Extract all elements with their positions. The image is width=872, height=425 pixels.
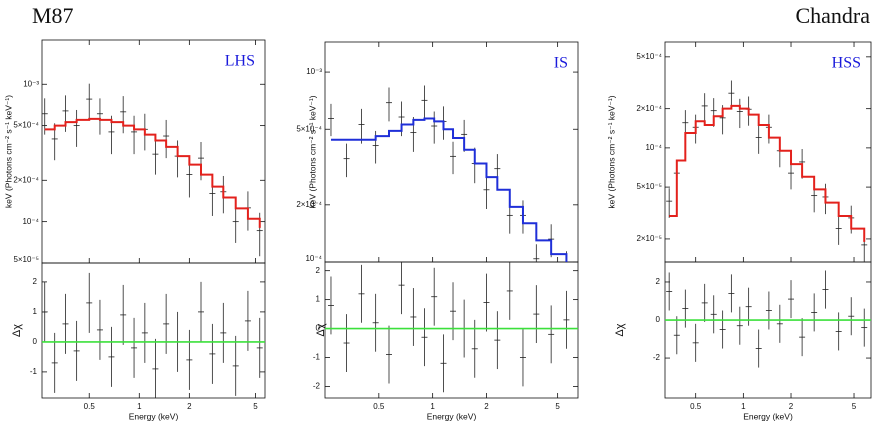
- x-axis-label: Energy (keV): [129, 411, 179, 421]
- residual-tick-label: 0: [33, 337, 38, 346]
- residual-axis-label: Δχ: [614, 323, 626, 336]
- x-tick-label: 1: [741, 402, 746, 411]
- y-tick-label: 5×10⁻⁴: [13, 121, 39, 130]
- residual-tick-label: 0: [316, 324, 321, 333]
- instrument-label: Chandra: [795, 3, 870, 28]
- y-axis-label: keV (Photons cm⁻² s⁻¹ keV⁻¹): [3, 95, 13, 208]
- residual-tick-label: 1: [33, 307, 38, 316]
- residual-tick-label: 2: [33, 277, 38, 286]
- y-tick-label: 2×10⁻⁴: [13, 175, 39, 184]
- panel-title: LHS: [225, 53, 255, 70]
- y-axis-label: keV (Photons cm⁻² s⁻¹ keV⁻¹): [307, 95, 317, 208]
- y-tick-label: 5×10⁻⁵: [636, 182, 662, 191]
- x-tick-label: 5: [253, 402, 258, 411]
- residual-frame: [41, 262, 266, 399]
- y-tick-label: 10⁻³: [23, 79, 39, 88]
- residual-tick-label: -2: [653, 353, 661, 362]
- model-line: [669, 104, 866, 242]
- x-tick-label: 1: [430, 402, 435, 411]
- residual-tick-label: 0: [656, 315, 661, 324]
- residual-axis-label: Δχ: [315, 323, 327, 336]
- x-tick-label: 2: [187, 402, 192, 411]
- y-tick-label: 10⁻⁴: [645, 143, 662, 152]
- spectrum-frame: [41, 39, 266, 264]
- residual-tick-label: -2: [313, 382, 321, 391]
- x-tick-label: 5: [852, 402, 857, 411]
- residual-frame: [664, 261, 872, 399]
- y-tick-label: 5×10⁻⁴: [636, 52, 662, 61]
- x-tick-label: 0.5: [690, 402, 702, 411]
- residual-tick-label: 2: [656, 277, 661, 286]
- x-tick-label: 0.5: [84, 402, 96, 411]
- y-tick-label: 2×10⁻⁵: [636, 234, 662, 243]
- x-tick-label: 5: [555, 402, 560, 411]
- y-tick-label: 5×10⁻⁵: [13, 255, 39, 264]
- residual-tick-label: 2: [316, 266, 321, 275]
- x-tick-label: 0.5: [373, 402, 385, 411]
- spectrum-frame: [324, 41, 579, 263]
- residual-tick-label: 1: [316, 295, 321, 304]
- y-tick-label: 10⁻³: [306, 67, 322, 76]
- residual-frame: [324, 261, 579, 399]
- y-tick-label: 10⁻⁴: [22, 217, 39, 226]
- x-tick-label: 2: [484, 402, 489, 411]
- residual-tick-label: -1: [30, 367, 38, 376]
- model-line: [330, 117, 568, 262]
- residual-tick-label: -1: [313, 353, 321, 362]
- y-tick-label: 2×10⁻⁴: [296, 200, 322, 209]
- residual-axis-label: Δχ: [11, 324, 23, 337]
- y-tick-label: 10⁻⁴: [305, 254, 322, 263]
- source-label: M87: [32, 3, 74, 28]
- y-tick-label: 5×10⁻⁴: [296, 124, 322, 133]
- model-line: [44, 117, 261, 228]
- panel-title: HSS: [832, 55, 861, 72]
- x-tick-label: 1: [137, 402, 142, 411]
- y-tick-label: 2×10⁻⁴: [636, 104, 662, 113]
- x-axis-label: Energy (keV): [743, 411, 793, 421]
- x-tick-label: 2: [789, 402, 794, 411]
- y-axis-label: keV (Photons cm⁻² s⁻¹ keV⁻¹): [606, 95, 616, 208]
- x-axis-label: Energy (keV): [427, 411, 477, 421]
- panel-title: IS: [554, 55, 568, 72]
